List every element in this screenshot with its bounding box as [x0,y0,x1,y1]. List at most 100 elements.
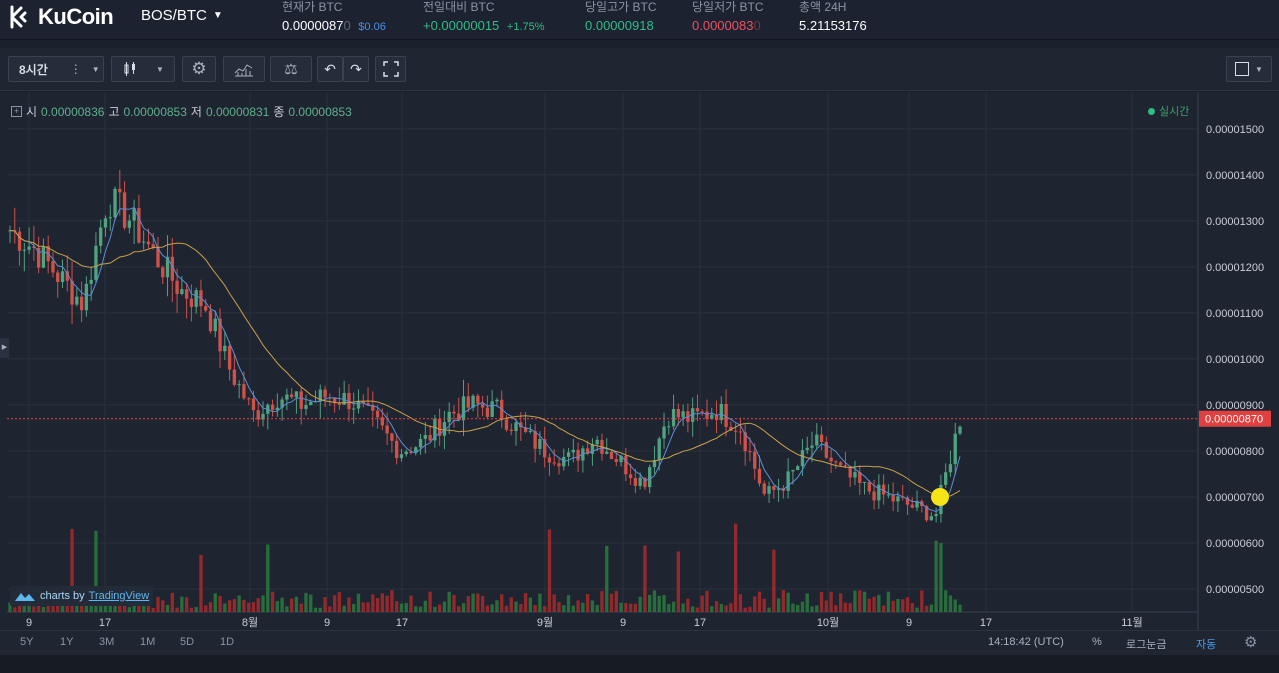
x-tick-label: 10월 [817,616,839,629]
stat-value-dim: 0 [753,18,761,33]
volume-bar [690,606,695,612]
volume-bar [70,529,74,612]
caret-down-icon: ▼ [1255,64,1263,74]
volume-bar [609,593,614,612]
candle-body [437,418,442,436]
volume-bar [843,602,848,612]
candle-body [800,450,805,467]
candle-body [137,208,141,243]
collapse-icon[interactable]: + [11,106,22,117]
volume-bar [266,544,270,612]
range-5y[interactable]: 5Y [20,636,34,648]
candle-body [361,400,365,404]
more-vertical-icon: ⋮ [69,62,82,76]
volume-bar [232,599,237,612]
interval-selector[interactable]: 8시간 ⋮ ▼ [8,56,104,82]
indicators-button[interactable] [223,56,265,82]
volume-bar [247,602,251,612]
candle-body [662,426,666,439]
percent-scale-toggle[interactable]: % [1092,636,1102,648]
realtime-label: 실시간 [1159,106,1190,118]
volume-bar [504,605,509,612]
ohlc-legend: + 시 0.00000836 고 0.00000853 저 0.00000831… [11,103,352,120]
candle-body [695,408,700,412]
volume-bar [428,591,432,612]
volume-bar [695,607,700,612]
range-1y[interactable]: 1Y [60,636,74,648]
gear-icon[interactable]: ⚙ [1244,634,1258,651]
candle-body [127,220,132,228]
volume-bar [566,595,571,612]
volume-bar [910,603,914,612]
range-1d[interactable]: 1D [220,636,235,648]
redo-button[interactable]: ↷ [343,56,369,82]
y-tick-label: 0.00000600 [1206,538,1264,550]
kucoin-logo[interactable]: KuCoin [8,4,114,30]
candle-body [22,249,26,251]
candle-body [767,486,771,494]
price-chart[interactable]: 0.00001500 0.00001400 0.00001300 0.00001200… [0,92,1279,630]
candle-body [79,296,84,311]
layout-selector[interactable]: ▼ [1226,56,1272,82]
volume-bar [13,607,17,612]
volume-bar [514,601,518,612]
settings-button[interactable]: ⚙ [182,56,216,82]
candle-body [867,481,871,492]
left-collapse-handle[interactable]: ▶ [0,338,9,358]
volume-bar [414,606,418,612]
volume-bar [227,600,232,612]
volume-bar [571,605,575,612]
range-5d[interactable]: 5D [180,636,195,648]
undo-icon: ↶ [324,60,336,77]
volume-bar [552,594,556,612]
candle-body [724,403,728,427]
candle-body [36,247,41,268]
volume-bar [342,605,346,612]
candle-body [309,401,313,406]
tradingview-cloud-icon [15,593,35,601]
candle-body [791,470,795,472]
stat-change: 전일대비 BTC +0.00000015 +1.75% [423,0,545,35]
realtime-indicator: 실시간 [1148,103,1189,119]
candle-body [862,481,867,483]
range-1m[interactable]: 1M [140,636,156,648]
candle-body [504,419,509,430]
volume-bar [204,605,208,612]
fullscreen-button[interactable] [375,56,406,82]
candle-body [585,448,590,454]
chart-area[interactable]: 0.00001500 0.00001400 0.00001300 0.00001200… [0,92,1279,630]
volume-bar [213,593,217,612]
candle-body [218,318,222,352]
volume-bar [781,590,786,612]
volume-bar [628,603,633,612]
candle-body [748,451,752,453]
volume-bar [113,601,117,612]
tradingview-watermark[interactable]: charts by TradingView [10,586,154,606]
watermark-prefix: charts by [40,590,85,602]
volume-bar [36,600,41,612]
candle-body [304,405,308,409]
log-scale-toggle[interactable]: 로그눈금 [1126,639,1167,651]
auto-scale-toggle[interactable]: 자동 [1196,639,1217,651]
undo-button[interactable]: ↶ [317,56,343,82]
volume-bar [390,590,394,612]
current-price-label: 0.00000870 [1205,414,1263,426]
volume-bar [838,593,843,612]
candle-body [395,440,399,459]
chart-type-button[interactable]: ▼ [111,56,175,82]
volume-bar [299,603,303,612]
candle-body [118,188,122,193]
volume-bar [905,597,910,612]
volume-bar [924,605,929,612]
volume-bar [757,591,762,612]
y-tick-label: 0.00001400 [1206,170,1264,182]
candle-body [371,405,375,411]
compare-button[interactable]: ⚖ [270,56,312,82]
volume-bar [294,596,299,612]
pair-selector[interactable]: BOS/BTC ▼ [141,7,223,24]
low-value: 0.00000831 [205,104,270,119]
volume-bar [667,603,671,612]
candle-body [581,448,585,461]
volume-bar [328,606,332,612]
range-3m[interactable]: 3M [99,636,115,648]
